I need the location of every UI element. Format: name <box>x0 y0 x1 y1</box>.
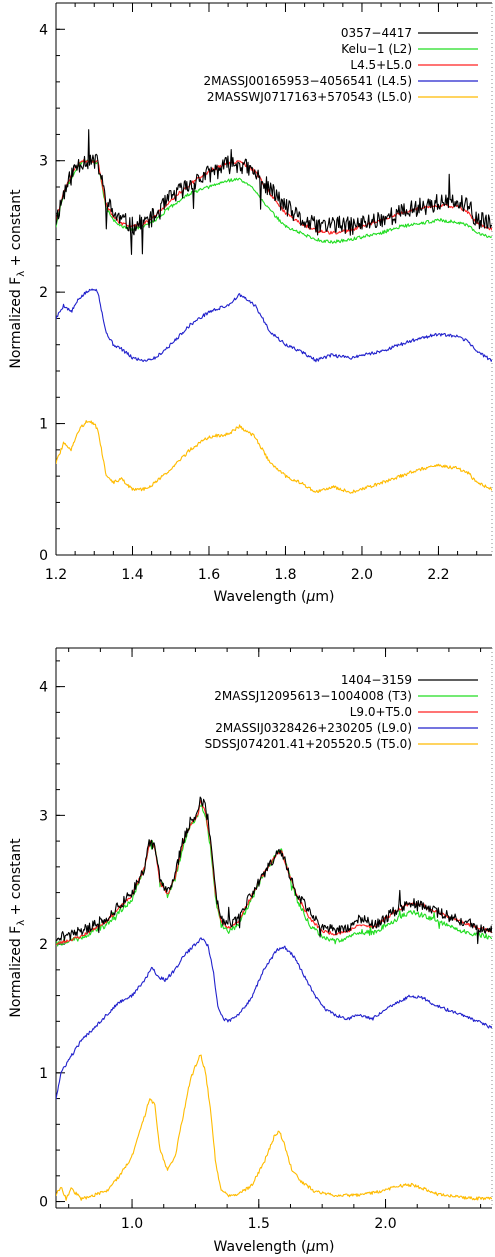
y-tick-label: 3 <box>39 808 48 824</box>
x-tick-label: 1.8 <box>274 567 296 583</box>
series-line-3 <box>56 288 492 363</box>
x-axis-title-suffix: m) <box>315 1239 334 1255</box>
spectra-panel-top: 1.2 1.4 1.6 1.8 2.0 2.2 0 1 2 3 4 Wavelength (μm) No… <box>8 2 493 605</box>
plot-area <box>56 796 492 1201</box>
x-axis-title: Wavelength (μm) <box>214 589 335 605</box>
y-tick-label: 1 <box>39 417 48 433</box>
legend: 0357−4417 Kelu−1 (L2) L4.5+L5.0 2MASSJ00165… <box>204 26 478 104</box>
y-axis-title: Normalized Fλ + constant <box>8 838 27 1018</box>
x-axis-title-mu: μ <box>305 589 315 605</box>
legend-label: Kelu−1 (L2) <box>341 42 412 56</box>
x-axis-title: Wavelength (μm) <box>214 1239 335 1255</box>
y-tick-label: 0 <box>39 548 48 564</box>
legend: 1404−3159 2MASSJ12095613−1004008 (T3) L9.0… <box>205 673 478 751</box>
y-axis-title-sub: λ <box>16 920 27 926</box>
x-tick-label: 2.0 <box>351 567 373 583</box>
y-axis-title-sub: λ <box>16 271 27 277</box>
series-line-1 <box>56 159 492 244</box>
legend-label: 2MASSJ12095613−1004008 (T3) <box>214 689 412 703</box>
plot-area <box>56 129 492 494</box>
x-tick-label: 1.5 <box>248 1216 270 1232</box>
x-tick-label: 2.0 <box>374 1216 396 1232</box>
x-tick-label: 2.2 <box>427 567 449 583</box>
series-line-3 <box>56 937 492 1100</box>
legend-label: 0357−4417 <box>341 26 412 40</box>
y-axis-title-tail: + constant <box>8 838 24 920</box>
legend-label: 2MASSJ00165953−4056541 (L4.5) <box>204 74 413 88</box>
y-tick-label: 2 <box>39 937 48 953</box>
series-line-1 <box>56 803 492 947</box>
legend-label: 2MASSIJ0328426+230205 (L9.0) <box>215 721 412 735</box>
y-tick-label: 4 <box>39 22 48 38</box>
y-tick-label: 3 <box>39 154 48 170</box>
series-line-0 <box>56 129 492 255</box>
y-tick-label: 2 <box>39 285 48 301</box>
y-axis-title-main: Normalized F <box>8 277 24 369</box>
y-axis-title-tail: + constant <box>8 189 24 271</box>
x-axis-title-suffix: m) <box>315 589 334 605</box>
legend-label: L4.5+L5.0 <box>350 58 412 72</box>
legend-label: 1404−3159 <box>341 673 412 687</box>
y-tick-label: 1 <box>39 1066 48 1082</box>
series-line-0 <box>56 796 492 945</box>
y-axis-title-main: Normalized F <box>8 926 24 1018</box>
x-tick-label: 1.0 <box>121 1216 143 1232</box>
series-line-2 <box>56 159 492 235</box>
y-axis-title: Normalized Fλ + constant <box>8 189 27 369</box>
y-tick-label: 4 <box>39 680 48 696</box>
spectra-panel-bottom: 1.0 1.5 2.0 0 1 2 3 4 Wavelength (μm) Normalized … <box>8 647 493 1255</box>
legend-label: 2MASSWJ0717163+570543 (L5.0) <box>207 90 412 104</box>
series-line-2 <box>56 799 492 946</box>
y-tick-label: 0 <box>39 1195 48 1211</box>
series-line-4 <box>56 1054 492 1201</box>
x-tick-label: 1.2 <box>45 567 67 583</box>
x-axis-title-mu: μ <box>305 1239 315 1255</box>
x-tick-label: 1.6 <box>198 567 220 583</box>
x-axis-title-prefix: Wavelength ( <box>214 589 307 605</box>
x-tick-label: 1.4 <box>121 567 143 583</box>
x-axis-title-prefix: Wavelength ( <box>214 1239 307 1255</box>
series-line-4 <box>56 420 492 494</box>
legend-label: SDSSJ074201.41+205520.5 (T5.0) <box>205 737 412 751</box>
legend-label: L9.0+T5.0 <box>350 705 412 719</box>
